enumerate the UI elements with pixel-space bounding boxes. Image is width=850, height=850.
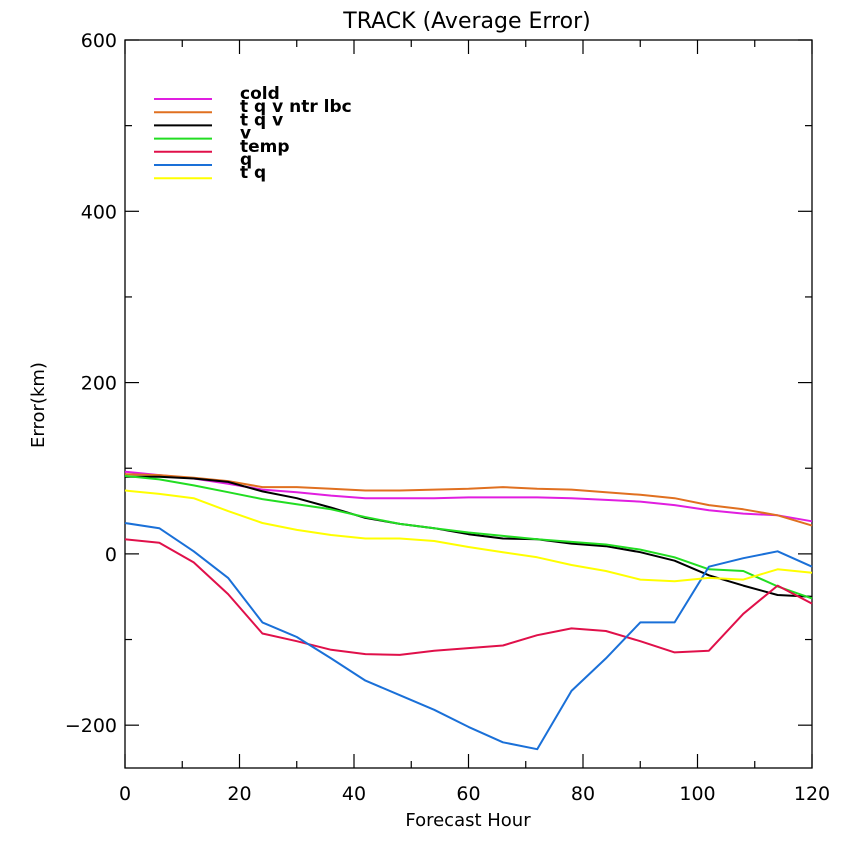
series-layer (124, 470, 813, 751)
series-line-t-q (124, 489, 813, 583)
series-line-temp (124, 538, 813, 656)
legend-label: v (240, 124, 251, 144)
legend-label: cold (240, 84, 280, 104)
x-tick-label: 0 (119, 783, 131, 805)
legend-label: temp (240, 137, 290, 157)
x-axis-title: Forecast Hour (405, 810, 531, 831)
series-line-t-q-v (125, 475, 813, 598)
x-tick-label: 120 (794, 783, 830, 805)
legend-label: q (240, 150, 252, 170)
series-line-v (124, 474, 813, 600)
legend-label: t q v (240, 110, 283, 130)
series-line-t-q-v-ntr-lbc (124, 473, 813, 527)
y-tick-label: 400 (81, 201, 117, 223)
y-tick-label: 200 (81, 373, 117, 395)
series-line-q (124, 522, 813, 751)
y-tick-label: 0 (105, 544, 117, 566)
y-tick-label: −200 (65, 715, 117, 737)
x-tick-label: 80 (571, 783, 595, 805)
y-tick-label: 600 (81, 30, 117, 52)
x-tick-label: 20 (227, 783, 251, 805)
y-axis-title: Error(km) (28, 362, 49, 448)
chart-title: TRACK (Average Error) (342, 9, 590, 34)
legend-label: t q (240, 163, 266, 183)
x-tick-label: 60 (456, 783, 480, 805)
x-tick-label: 100 (679, 783, 715, 805)
axis-ticks (124, 39, 813, 768)
x-tick-label: 40 (342, 783, 366, 805)
tick-labels: 0 20 40 60 80 100 120 −200 0 200 400 600 (65, 30, 830, 805)
legend-label: t q v ntr lbc (240, 97, 352, 117)
